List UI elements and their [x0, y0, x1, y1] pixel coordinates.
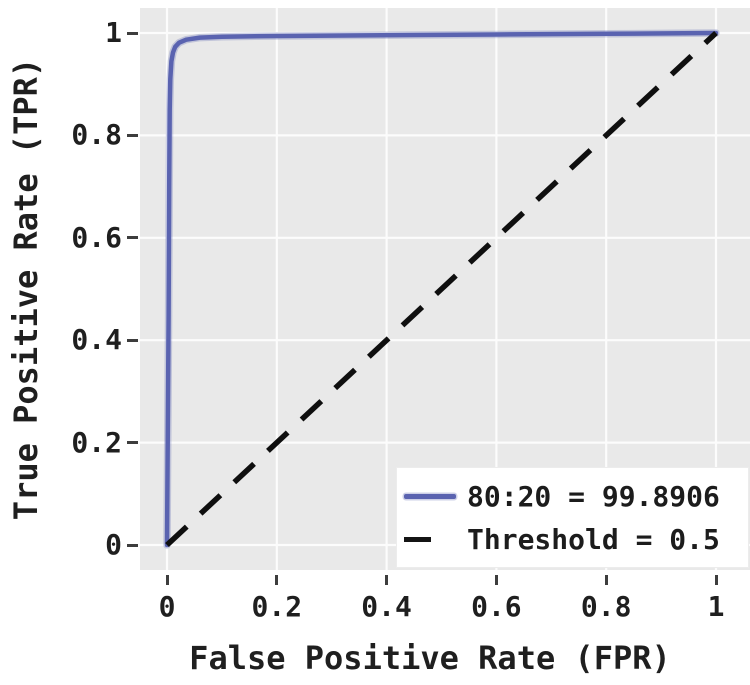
x-tick-mark: [604, 575, 608, 585]
y-tick-mark: [127, 441, 138, 445]
y-tick-label: 0.8: [71, 118, 122, 152]
y-tick-label: 0.2: [71, 425, 122, 459]
y-tick-mark: [127, 31, 138, 35]
x-axis-label: False Positive Rate (FPR): [189, 639, 671, 677]
x-tick-label: 0.6: [471, 590, 522, 623]
roc-svg: [140, 8, 750, 570]
y-tick-label: 1: [105, 16, 122, 49]
x-tick-label: 0.4: [361, 590, 412, 623]
x-tick-label: 1: [707, 590, 725, 623]
x-tick-label: 0.8: [580, 590, 632, 623]
y-tick-mark: [127, 338, 138, 342]
y-tick-label: 0.6: [71, 220, 122, 254]
x-tick-mark: [714, 575, 718, 585]
y-tick-label: 0: [105, 528, 122, 561]
legend-item-roc: 80:20 = 99.8906: [404, 475, 748, 518]
x-tick-mark: [165, 575, 169, 585]
threshold-line-swatch-box: [404, 537, 467, 542]
roc-curve: [164, 30, 719, 548]
x-tick-mark: [385, 575, 389, 585]
legend-label-roc: 80:20 = 99.8906: [467, 480, 720, 513]
threshold-diagonal: [165, 30, 718, 548]
threshold-line-swatch: [404, 537, 431, 542]
x-tick-mark: [494, 575, 498, 585]
plot-area: 80:20 = 99.8906 Threshold = 0.5: [140, 8, 750, 570]
y-tick-mark: [127, 543, 138, 547]
legend: 80:20 = 99.8906 Threshold = 0.5: [396, 467, 749, 568]
roc-line-swatch: [404, 494, 456, 499]
x-tick-label: 0.2: [251, 590, 303, 623]
roc-line-swatch-box: [404, 494, 467, 499]
y-tick-label: 0.4: [71, 323, 122, 357]
legend-label-threshold: Threshold = 0.5: [467, 523, 720, 556]
x-tick-mark: [275, 575, 279, 585]
y-tick-mark: [127, 133, 138, 137]
y-tick-mark: [127, 236, 138, 240]
x-tick-label: 0: [158, 590, 176, 623]
legend-item-threshold: Threshold = 0.5: [404, 518, 748, 561]
